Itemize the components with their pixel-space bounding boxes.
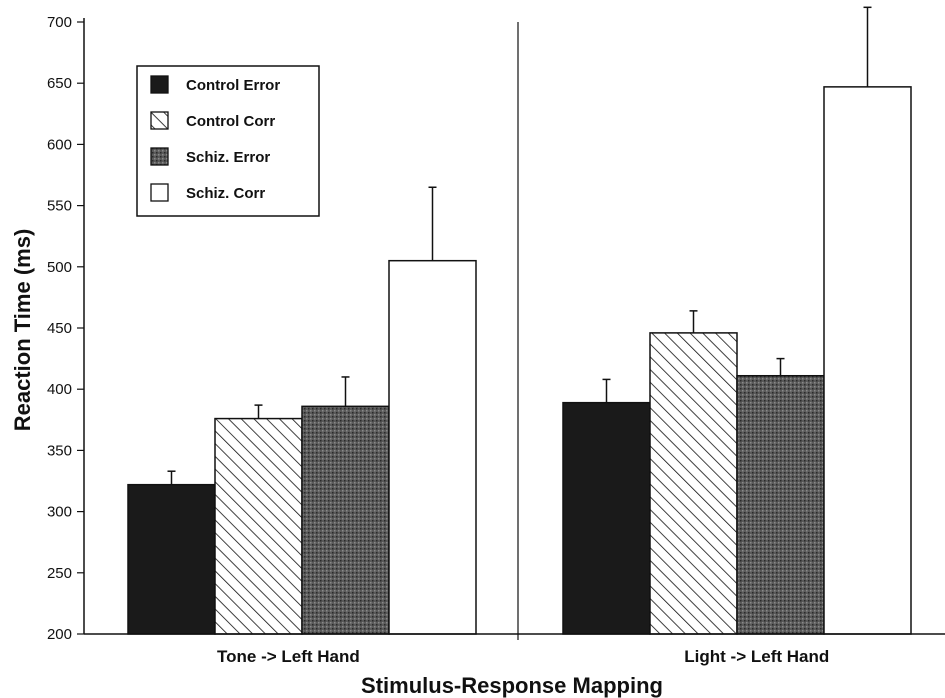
y-tick-label: 500 (47, 259, 72, 276)
bar-3-0 (388, 259, 477, 635)
legend-swatch (150, 111, 169, 130)
y-tick-label: 400 (47, 381, 72, 398)
y-tick-label: 600 (47, 136, 72, 153)
y-tick-label: 550 (47, 198, 72, 215)
category-label: Light -> Left Hand (684, 647, 829, 666)
legend-swatch (150, 183, 169, 202)
bar-3-1 (823, 86, 912, 635)
bar-2-0 (301, 405, 390, 635)
y-axis-title: Reaction Time (ms) (10, 229, 35, 432)
bar-1-1 (649, 332, 738, 635)
legend: Control Error Control Corr Schiz. Error Sch… (136, 65, 320, 217)
y-axis-ticks: 200 250 300 350 400 450 500 550 600 650 700 (47, 14, 84, 643)
bars (127, 6, 912, 635)
y-tick-label: 350 (47, 442, 72, 459)
bar-2-1 (736, 374, 825, 635)
y-tick-label: 300 (47, 504, 72, 521)
bar-1-0 (214, 417, 303, 635)
y-tick-label: 700 (47, 14, 72, 31)
y-tick-label: 650 (47, 75, 72, 92)
legend-label: Schiz. Error (186, 149, 270, 166)
x-axis-title: Stimulus-Response Mapping (361, 673, 663, 698)
y-tick-label: 200 (47, 626, 72, 643)
legend-swatch (150, 147, 169, 166)
legend-label: Schiz. Corr (186, 185, 265, 202)
y-tick-label: 450 (47, 320, 72, 337)
category-labels: Tone -> Left Hand Light -> Left Hand (217, 647, 829, 666)
category-label: Tone -> Left Hand (217, 647, 360, 666)
bar-0-0 (127, 483, 216, 635)
legend-label: Control Corr (186, 113, 275, 130)
legend-swatch (150, 75, 169, 94)
y-tick-label: 250 (47, 565, 72, 582)
bar-0-1 (562, 401, 651, 635)
legend-label: Control Error (186, 77, 280, 94)
